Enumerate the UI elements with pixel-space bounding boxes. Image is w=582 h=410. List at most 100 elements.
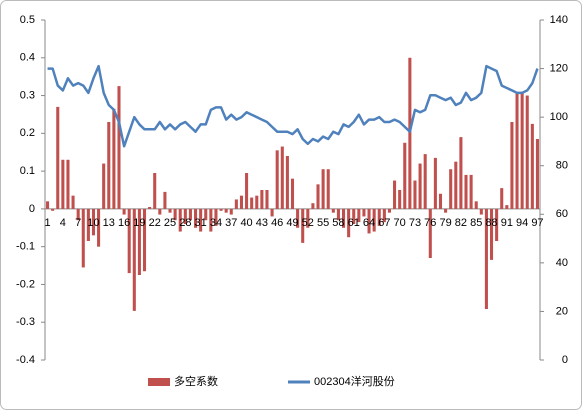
bar: [173, 208, 177, 221]
bar: [107, 122, 111, 209]
bar: [158, 208, 162, 215]
bar: [137, 208, 141, 275]
bar: [418, 163, 422, 209]
y2-tick-label: 140: [550, 14, 568, 26]
bar: [362, 208, 366, 217]
bar: [71, 195, 75, 209]
bar: [265, 190, 269, 209]
x-tick-label: 49: [286, 217, 298, 229]
bar: [163, 191, 167, 209]
y2-tick-label: 120: [550, 62, 568, 74]
bar: [525, 95, 529, 209]
x-tick-label: 16: [118, 217, 130, 229]
x-tick-label: 97: [531, 217, 543, 229]
bar: [510, 122, 514, 209]
y-tick-label: 0.3: [20, 89, 35, 101]
x-tick-label: 79: [439, 217, 451, 229]
bar: [296, 208, 300, 228]
bar: [336, 208, 340, 221]
x-tick-label: 94: [516, 217, 528, 229]
bar: [347, 208, 351, 238]
bar: [449, 169, 453, 209]
bar: [112, 108, 116, 209]
bar: [535, 139, 539, 209]
x-tick-label: 13: [103, 217, 115, 229]
bar: [382, 208, 386, 223]
bar: [484, 208, 488, 309]
bar: [199, 208, 203, 232]
y-tick-label: 0.1: [20, 165, 35, 177]
bar: [56, 106, 60, 209]
bar: [326, 169, 330, 209]
y2-tick-label: 40: [556, 257, 568, 269]
bar: [357, 208, 361, 223]
x-tick-label: 34: [210, 217, 222, 229]
x-tick-label: 10: [87, 217, 99, 229]
bar: [127, 208, 131, 274]
bar: [428, 208, 432, 258]
bar: [301, 208, 305, 243]
y2-tick-label: 20: [556, 305, 568, 317]
x-tick-label: 28: [179, 217, 191, 229]
bar: [489, 208, 494, 260]
bar: [250, 197, 254, 209]
y-tick-label: 0: [29, 203, 35, 215]
x-tick-label: 64: [363, 217, 375, 229]
x-tick-label: 91: [501, 217, 513, 229]
bar: [76, 208, 80, 221]
x-tick-label: 76: [424, 217, 436, 229]
y2-tick-label: 0: [562, 354, 568, 366]
bar: [331, 208, 335, 213]
bar: [153, 173, 157, 209]
bar: [255, 195, 259, 209]
bar: [178, 208, 182, 232]
x-tick-label: 31: [195, 217, 207, 229]
x-tick-label: 70: [394, 217, 406, 229]
bar: [372, 208, 376, 232]
bar: [459, 137, 463, 209]
bar: [66, 159, 70, 209]
bar: [505, 205, 509, 209]
bar: [219, 208, 223, 211]
bar: [245, 173, 249, 209]
bar: [367, 208, 371, 234]
bar: [495, 208, 499, 241]
bar: [520, 91, 524, 209]
bar: [530, 123, 534, 209]
x-tick-label: 58: [332, 217, 344, 229]
bar: [260, 190, 264, 209]
line: [47, 64, 539, 148]
bar: [142, 208, 147, 272]
x-tick-label: 1: [44, 217, 50, 229]
x-tick-label: 52: [302, 217, 314, 229]
bar: [352, 208, 356, 224]
bar: [413, 180, 417, 209]
y-tick-label: -0.4: [16, 354, 35, 366]
bar: [479, 208, 483, 215]
bar: [234, 199, 238, 209]
bar: [408, 57, 412, 209]
x-tick-label: 61: [348, 217, 360, 229]
bar: [316, 184, 320, 209]
x-tick-label: 4: [60, 217, 66, 229]
bar: [102, 163, 106, 209]
bar: [209, 208, 213, 232]
bar: [387, 208, 391, 213]
bar: [290, 178, 295, 209]
bar: [444, 208, 448, 213]
x-tick-label: 55: [317, 217, 329, 229]
bar: [285, 156, 289, 209]
bar: [148, 207, 152, 209]
bar: [474, 201, 478, 209]
bar: [321, 169, 325, 209]
y-tick-label: -0.3: [16, 316, 35, 328]
y-tick-label: 0.2: [20, 127, 35, 139]
legend-label: 多空系数: [174, 374, 218, 388]
bar: [214, 208, 218, 226]
y-tick-label: 0.4: [20, 52, 35, 64]
bar: [423, 154, 427, 209]
bar: [280, 146, 284, 209]
bar: [61, 159, 65, 209]
x-tick-label: 82: [455, 217, 467, 229]
